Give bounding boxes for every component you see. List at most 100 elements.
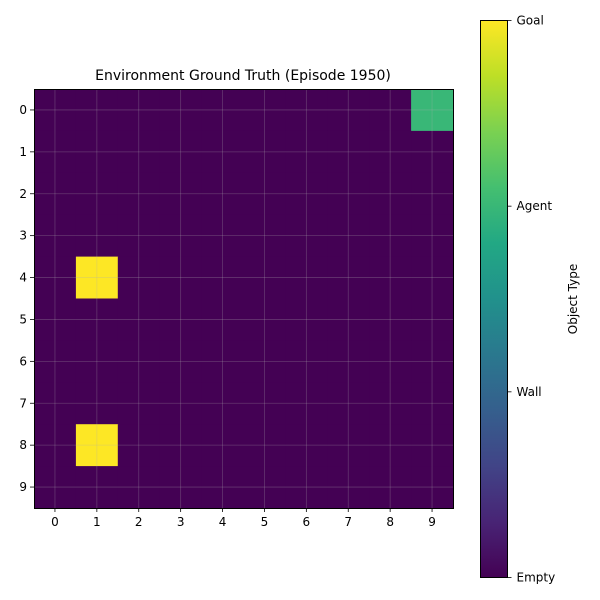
heatmap-cell — [411, 256, 454, 300]
heatmap-cell — [243, 256, 286, 300]
heatmap-cell — [34, 466, 77, 509]
x-tick-label: 1 — [93, 515, 101, 529]
heatmap-cell — [243, 89, 286, 132]
heatmap-cell — [201, 256, 245, 300]
heatmap-cell — [327, 172, 370, 216]
heatmap-cell — [327, 214, 370, 258]
heatmap-cell — [243, 424, 286, 467]
heatmap-cell — [411, 382, 454, 425]
heatmap-cell — [411, 172, 454, 216]
heatmap-cell — [243, 382, 286, 425]
heatmap-cell — [201, 340, 245, 383]
heatmap-cell — [201, 466, 245, 509]
heatmap-cell — [369, 424, 412, 467]
heatmap-cell — [75, 382, 119, 425]
colorbar — [480, 20, 508, 578]
heatmap-cell — [159, 382, 203, 425]
heatmap-cell — [159, 298, 203, 341]
heatmap-cell — [75, 340, 119, 383]
heatmap-cell — [243, 298, 286, 341]
heatmap-cell — [75, 89, 119, 132]
heatmap-cell — [201, 89, 245, 132]
heatmap-cell — [34, 130, 77, 174]
colorbar-tick-label: Goal — [517, 14, 544, 28]
y-tick-label: 3 — [19, 229, 27, 243]
heatmap-cell — [159, 466, 203, 509]
heatmap-cell — [159, 256, 203, 300]
y-tick-label: 2 — [19, 187, 27, 201]
heatmap-cell — [285, 89, 328, 132]
x-tick-label: 9 — [428, 515, 436, 529]
heatmap-cell — [285, 256, 328, 300]
heatmap-cell — [285, 424, 328, 467]
heatmap-cell — [369, 340, 412, 383]
heatmap-cell — [117, 298, 161, 341]
heatmap-cell — [75, 298, 119, 341]
heatmap-cell — [159, 172, 203, 216]
heatmap-cell — [75, 466, 119, 509]
heatmap-cell — [159, 130, 203, 174]
x-tick-label: 0 — [51, 515, 59, 529]
x-axis: 0 1 2 3 4 5 6 7 8 9 — [51, 508, 436, 529]
heatmap-cell — [34, 424, 77, 467]
heatmap-cell — [75, 172, 119, 216]
heatmap-cell — [117, 382, 161, 425]
heatmap-cell — [34, 298, 77, 341]
heatmap-cell — [201, 424, 245, 467]
heatmap-cell — [411, 214, 454, 258]
heatmap-cell — [117, 214, 161, 258]
x-tick-label: 8 — [386, 515, 394, 529]
heatmap-cell — [327, 256, 370, 300]
heatmap-cell — [327, 340, 370, 383]
heatmap-cell — [411, 298, 454, 341]
x-tick-label: 2 — [135, 515, 143, 529]
chart-title: Environment Ground Truth (Episode 1950) — [95, 68, 391, 84]
heatmap-cell — [159, 340, 203, 383]
y-tick-label: 7 — [19, 396, 27, 410]
heatmap-cell — [327, 466, 370, 509]
heatmap-cell — [411, 130, 454, 174]
heatmap-cell — [201, 382, 245, 425]
heatmap-cell — [117, 424, 161, 467]
heatmap-cell — [243, 214, 286, 258]
heatmap-cell — [34, 214, 77, 258]
heatmap-cell — [75, 424, 119, 467]
heatmap-cell — [75, 130, 119, 174]
heatmap-cell — [411, 424, 454, 467]
heatmap-cell — [411, 466, 454, 509]
heatmap-cell — [201, 298, 245, 341]
heatmap-cell — [34, 172, 77, 216]
heatmap-cell — [369, 89, 412, 132]
y-tick-label: 1 — [19, 145, 27, 159]
heatmap-cell — [285, 382, 328, 425]
heatmap-cell — [34, 256, 77, 300]
y-tick-label: 5 — [19, 312, 27, 326]
heatmap-cell — [201, 214, 245, 258]
heatmap-cell — [369, 130, 412, 174]
colorbar-label: Object Type — [566, 264, 580, 334]
heatmap-cell — [369, 466, 412, 509]
heatmap-cell — [117, 340, 161, 383]
heatmap-cell — [117, 172, 161, 216]
heatmap-cell — [285, 172, 328, 216]
colorbar-tick-label: Empty — [517, 571, 556, 585]
x-tick-label: 5 — [261, 515, 269, 529]
heatmap-cell — [369, 382, 412, 425]
colorbar-ticks: Empty Wall Agent Goal — [507, 14, 556, 585]
heatmap-cell — [411, 89, 454, 132]
heatmap-cell — [201, 130, 245, 174]
heatmap-cell — [327, 130, 370, 174]
heatmap-cell — [369, 214, 412, 258]
heatmap-cell — [117, 466, 161, 509]
heatmap-cell — [159, 89, 203, 132]
plot-frame — [34, 89, 454, 509]
heatmap-cell — [201, 172, 245, 216]
heatmap-cell — [243, 172, 286, 216]
y-tick-label: 9 — [19, 480, 27, 494]
x-tick-label: 6 — [303, 515, 311, 529]
heatmap-cell — [75, 256, 119, 300]
heatmap-cell — [285, 466, 328, 509]
heatmap-cell — [285, 298, 328, 341]
heatmap-cell — [34, 340, 77, 383]
